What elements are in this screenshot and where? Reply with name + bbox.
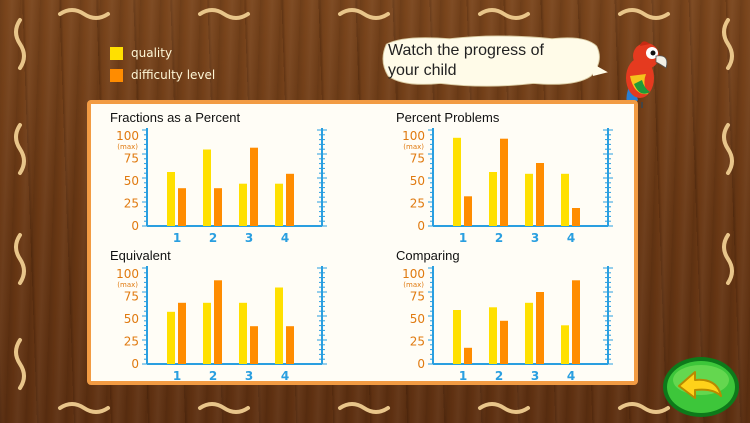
- chart-2-bar-difficulty: [464, 196, 472, 226]
- chart-3-bar-quality: [239, 302, 247, 364]
- chart-4-x-tick-label: 1: [459, 369, 467, 381]
- chart-2-bar-difficulty: [500, 138, 508, 226]
- chart-3-bar-quality: [275, 287, 283, 364]
- chart-4-x-tick-label: 2: [495, 369, 503, 381]
- back-arrow-icon: [663, 357, 739, 417]
- legend-label-quality: quality: [131, 46, 173, 60]
- chart-3-x-tick-label: 2: [209, 369, 217, 381]
- chart-1-y-tick-label: 25: [124, 197, 139, 211]
- legend: quality difficulty level: [110, 42, 215, 86]
- chart-1-x-tick-label: 1: [173, 231, 181, 245]
- chart-4-y-tick-label: 0: [417, 357, 425, 371]
- chart-4-x-tick-label: 3: [531, 369, 539, 381]
- chart-2-y-tick-label: 25: [410, 197, 425, 211]
- chart-3-bar-quality: [203, 302, 211, 364]
- chart-4-y-tick-label: 50: [410, 312, 425, 326]
- chart-4-bar-quality: [561, 325, 569, 364]
- chart-3-x-tick-label: 1: [173, 369, 181, 381]
- chart-2-bar-quality: [489, 172, 497, 226]
- chart-2-bar-quality: [525, 173, 533, 226]
- legend-swatch-difficulty: [110, 68, 123, 82]
- chart-4-bar-difficulty: [464, 347, 472, 364]
- chart-4-y-tick-label: 75: [410, 290, 425, 304]
- legend-item-difficulty: difficulty level: [110, 64, 215, 86]
- chart-2-title: Percent Problems: [396, 110, 500, 125]
- back-button[interactable]: [661, 356, 741, 418]
- chart-4-bar-difficulty: [572, 280, 580, 364]
- chart-1-x-tick-label: 3: [245, 231, 253, 245]
- chart-3-y-max-label: (max): [117, 281, 138, 289]
- legend-swatch-quality: [110, 46, 123, 60]
- chart-1-bar-quality: [239, 183, 247, 226]
- chart-2-bar-quality: [453, 137, 461, 226]
- chart-1-bar-quality: [167, 172, 175, 226]
- chart-1-title: Fractions as a Percent: [110, 110, 240, 125]
- chart-2-bar-quality: [561, 173, 569, 226]
- chart-2-y-tick-label: 0: [417, 219, 425, 233]
- chart-3-x-tick-label: 3: [245, 369, 253, 381]
- chart-3-y-tick-label: 50: [124, 312, 139, 326]
- chart-4-bar-quality: [489, 307, 497, 364]
- chart-2-y-tick-label: 50: [410, 174, 425, 188]
- chart-1-bar-difficulty: [214, 188, 222, 226]
- legend-item-quality: quality: [110, 42, 215, 64]
- chart-2-x-tick-label: 2: [495, 231, 503, 245]
- chart-1-y-tick-label: 50: [124, 174, 139, 188]
- chart-4-bar-quality: [525, 302, 533, 364]
- chart-2-x-tick-label: 1: [459, 231, 467, 245]
- chart-2-y-tick-label: 100: [402, 129, 425, 143]
- chart-1-x-tick-label: 4: [281, 231, 289, 245]
- chart-3-y-tick-label: 100: [116, 267, 139, 281]
- chart-1-bar-difficulty: [178, 188, 186, 226]
- chart-4-title: Comparing: [396, 248, 460, 263]
- rope-decoration-right: [722, 18, 734, 285]
- speech-bubble-line-2: your child: [388, 62, 457, 79]
- chart-2-x-tick-label: 3: [531, 231, 539, 245]
- chart-1-bar-quality: [275, 183, 283, 226]
- chart-3-y-tick-label: 0: [131, 357, 139, 371]
- chart-1-bar-difficulty: [250, 147, 258, 226]
- chart-1-x-tick-label: 2: [209, 231, 217, 245]
- progress-chart-panel: Fractions as a Percent 100 75 50 25 0 (max) 1 2 3…: [87, 100, 638, 385]
- speech-bubble-text: Watch the progress of your child: [388, 41, 598, 81]
- chart-4-y-tick-label: 100: [402, 267, 425, 281]
- legend-label-difficulty: difficulty level: [131, 68, 216, 82]
- chart-3-bar-difficulty: [214, 280, 222, 364]
- chart-1-y-max-label: (max): [117, 143, 138, 151]
- chart-3-x-tick-label: 4: [281, 369, 289, 381]
- chart-3-bar-difficulty: [286, 326, 294, 364]
- rope-decoration-top: [58, 8, 670, 20]
- chart-1-bar-difficulty: [286, 173, 294, 226]
- chart-3-y-tick-label: 75: [124, 290, 139, 304]
- speech-bubble: [382, 35, 608, 87]
- rope-decoration-left: [14, 18, 26, 390]
- chart-4-y-tick-label: 25: [410, 335, 425, 349]
- chart-1-y-tick-label: 100: [116, 129, 139, 143]
- chart-3-title: Equivalent: [110, 248, 171, 263]
- chart-4-bar-difficulty: [536, 292, 544, 364]
- chart-4-bar-difficulty: [500, 320, 508, 364]
- chart-1-bar-quality: [203, 149, 211, 226]
- chart-1-y-tick-label: 0: [131, 219, 139, 233]
- chart-4-bar-quality: [453, 310, 461, 364]
- chart-2-bar-difficulty: [536, 163, 544, 226]
- chart-4-y-max-label: (max): [403, 281, 424, 289]
- rope-decoration-bottom: [58, 402, 670, 414]
- chart-3-bar-difficulty: [250, 326, 258, 364]
- chart-2-x-tick-label: 4: [567, 231, 575, 245]
- chart-3-bar-quality: [167, 311, 175, 364]
- chart-2-y-tick-label: 75: [410, 152, 425, 166]
- chart-3-y-tick-label: 25: [124, 335, 139, 349]
- chart-2-y-max-label: (max): [403, 143, 424, 151]
- speech-bubble-line-1: Watch the progress of: [388, 42, 544, 59]
- chart-3-bar-difficulty: [178, 302, 186, 364]
- chart-4-x-tick-label: 4: [567, 369, 575, 381]
- chart-2-bar-difficulty: [572, 208, 580, 226]
- chart-1-y-tick-label: 75: [124, 152, 139, 166]
